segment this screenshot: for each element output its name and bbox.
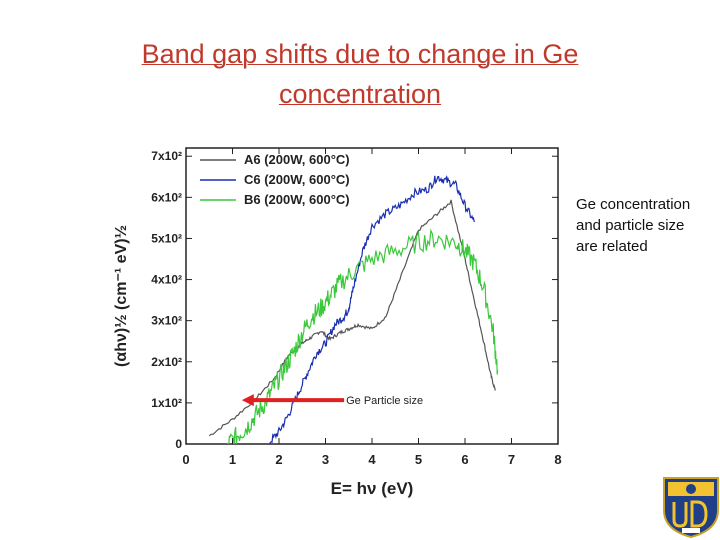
legend-label: B6 (200W, 600°C)	[244, 192, 350, 207]
y-tick-label: 5x10²	[151, 231, 182, 245]
side-note: Ge concentration and particle size are r…	[576, 196, 691, 255]
x-tick-label: 1	[229, 452, 236, 467]
x-tick-label: 3	[322, 452, 329, 467]
x-tick-label: 0	[182, 452, 189, 467]
x-tick-label: 7	[508, 452, 515, 467]
y-tick-label: 7x10²	[151, 149, 182, 163]
y-tick-label: 4x10²	[151, 273, 182, 287]
legend-label: A6 (200W, 600°C)	[244, 152, 350, 167]
y-tick-label: 3x10²	[151, 314, 182, 328]
annotation-arrow-head	[241, 394, 254, 407]
legend-label: C6 (200W, 600°C)	[244, 172, 350, 187]
annotation-label: Ge Particle size	[346, 395, 423, 407]
band-gap-chart: 0 1 2 3 4 5 6 7 8 0 1x10² 2x10² 3x10² 4x10² 5x10² 6x10²…	[113, 147, 562, 498]
series-line	[269, 175, 475, 444]
university-of-delaware-seal-icon	[663, 477, 719, 538]
x-tick-label: 8	[554, 452, 561, 467]
x-tick-label: 5	[415, 452, 422, 467]
x-tick-label: 2	[275, 452, 282, 467]
x-tick-label: 4	[368, 452, 376, 467]
series-line	[227, 228, 499, 444]
y-tick-label: 2x10²	[151, 355, 182, 369]
y-tick-label: 6x10²	[151, 190, 182, 204]
y-tick-label: 0	[175, 437, 182, 451]
slide-title-line-1: Band gap shifts due to change in Ge	[141, 39, 579, 69]
slide-title: Band gap shifts due to change in Ge conc…	[100, 34, 620, 114]
x-tick-label: 6	[461, 452, 468, 467]
series-line	[208, 199, 496, 437]
slide-title-line-2: concentration	[278, 79, 442, 109]
x-axis-label: E= hν (eV)	[331, 479, 414, 498]
y-tick-label: 1x10²	[151, 396, 182, 410]
y-axis-label: (αhν)½ (cm⁻¹ eV)½	[113, 225, 130, 367]
